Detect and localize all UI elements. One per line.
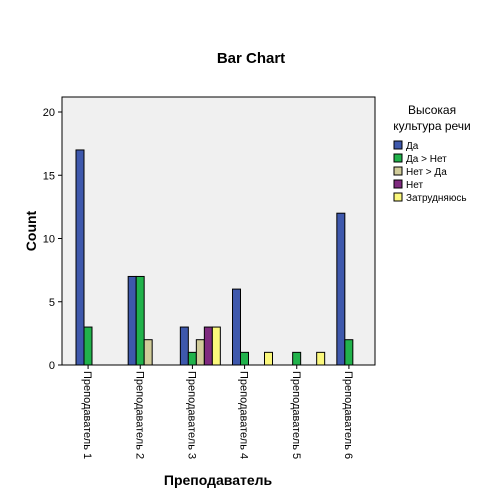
legend-title: культура речи — [393, 119, 471, 133]
legend-label: Да — [406, 141, 419, 152]
x-tick-label: Преподаватель 1 — [81, 371, 93, 459]
x-tick-label: Преподаватель 5 — [290, 371, 302, 459]
legend-title: Высокая — [408, 103, 456, 117]
bar-3-4 — [203, 326, 213, 366]
legend-swatch — [393, 153, 403, 163]
x-axis-title: Преподаватель — [164, 472, 273, 488]
x-tick-label: Преподаватель 2 — [133, 371, 145, 459]
bar-6-2 — [344, 339, 354, 366]
bar-3-1 — [179, 326, 189, 366]
bar-6-1 — [336, 212, 346, 366]
x-axis: Преподаватель 1 Преподаватель 2 Преподават… — [81, 365, 354, 459]
y-tick-label: 15 — [43, 170, 55, 182]
bar-5-2 — [292, 351, 302, 366]
bar-2-1 — [127, 275, 137, 366]
bar-5-5 — [316, 351, 326, 366]
legend-label: Нет — [406, 180, 423, 191]
bar-4-5 — [264, 351, 273, 366]
bar-1-1 — [75, 149, 85, 366]
legend-label: Нет > Да — [406, 167, 447, 178]
y-tick-label: 10 — [43, 234, 55, 246]
bar-3-2 — [187, 351, 197, 366]
legend-swatch — [393, 192, 403, 202]
legend-label: Затрудняюсь — [406, 193, 467, 204]
legend-swatch — [393, 179, 403, 189]
y-tick-label: 20 — [43, 107, 55, 119]
bar-1-2 — [83, 326, 93, 366]
bar-4-2 — [240, 351, 249, 366]
y-tick-label: 0 — [49, 360, 55, 372]
bar-3-3 — [195, 339, 205, 366]
bar-2-3 — [143, 339, 153, 366]
bar-2-2 — [135, 275, 145, 366]
y-axis-title: Count — [23, 210, 39, 251]
legend-label: Да > Нет — [406, 154, 447, 165]
bar-4-1 — [232, 288, 241, 366]
plot-area — [61, 96, 376, 366]
x-tick-label: Преподаватель 3 — [185, 371, 197, 459]
y-tick-label: 5 — [49, 297, 55, 309]
y-axis: 0 5 10 15 20 — [43, 107, 62, 372]
bar-3-5 — [211, 326, 221, 366]
x-tick-label: Преподаватель 4 — [238, 371, 250, 459]
chart-title: Bar Chart — [217, 50, 285, 67]
legend: Высокая культура речи Да Да > Нет Нет > Да Не… — [393, 103, 471, 204]
legend-swatch — [393, 166, 403, 176]
legend-swatch — [393, 140, 403, 150]
x-tick-label: Преподаватель 6 — [342, 371, 354, 459]
bars — [75, 149, 354, 366]
